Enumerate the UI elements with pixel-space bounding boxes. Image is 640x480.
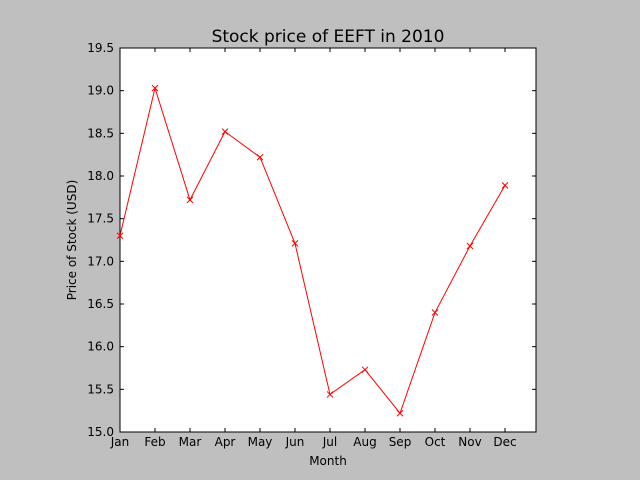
data-point (186, 196, 194, 204)
x-tick-label: Oct (425, 435, 446, 449)
y-tick-label: 16.5 (87, 297, 114, 311)
y-tick-label: 16.0 (87, 340, 114, 354)
data-point (221, 128, 229, 135)
y-tick-label: 17.0 (87, 254, 114, 268)
data-point (256, 153, 264, 161)
x-tick-label: Mar (179, 435, 202, 449)
data-point (116, 232, 124, 240)
y-tick-label: 18.5 (87, 126, 114, 140)
x-tick-label: May (248, 435, 273, 449)
y-tick-label: 15.5 (87, 382, 114, 396)
x-tick-label: Sep (389, 435, 412, 449)
data-point (431, 309, 439, 316)
x-tick-label: Aug (353, 435, 376, 449)
series-group (116, 84, 509, 417)
y-tick-label: 17.5 (87, 212, 114, 226)
data-point (466, 242, 474, 250)
x-axis-label: Month (309, 454, 347, 468)
plot-area (119, 47, 537, 433)
y-axis-ticks: 15.0 15.5 16.0 16.5 17.0 17.5 18.0 18.5 19.0 19.5 (87, 41, 536, 439)
x-tick-label: Jan (110, 435, 130, 449)
data-point (361, 366, 369, 374)
y-tick-label: 19.5 (87, 41, 114, 55)
data-point (151, 84, 159, 92)
y-tick-label: 15.0 (87, 425, 114, 439)
x-tick-label: Apr (215, 435, 236, 449)
y-axis-label: Price of Stock (USD) (65, 180, 79, 301)
x-tick-label: Feb (144, 435, 165, 449)
data-point (291, 240, 299, 247)
x-tick-label: Jul (322, 435, 337, 449)
x-axis-ticks: Jan Feb Mar Apr May Jun Jul Aug Sep Oct Nov Dec (110, 48, 517, 449)
y-tick-label: 19.0 (87, 84, 114, 98)
data-point (501, 182, 509, 189)
y-tick-label: 18.0 (87, 169, 114, 183)
x-tick-label: Jun (285, 435, 305, 449)
x-tick-label: Nov (458, 435, 481, 449)
chart-title: Stock price of EEFT in 2010 (212, 27, 445, 47)
series-line (119, 86, 506, 415)
data-point (326, 391, 334, 398)
data-point (396, 409, 404, 417)
x-tick-label: Dec (493, 435, 516, 449)
